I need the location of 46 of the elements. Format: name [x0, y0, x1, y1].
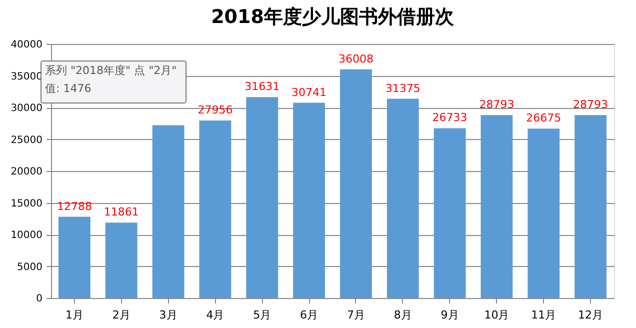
- data-label: 36008: [338, 52, 374, 66]
- bar: [293, 102, 325, 298]
- x-tick-label: 1月: [65, 308, 84, 322]
- bar: [58, 216, 90, 298]
- bar: [574, 115, 606, 298]
- y-tick-label: 10000: [10, 230, 42, 241]
- y-tick-label: 25000: [10, 134, 42, 146]
- x-tick-label: 11月: [531, 308, 556, 322]
- bar: [434, 128, 466, 298]
- data-label: 26733: [432, 111, 468, 124]
- x-tick-label: 4月: [206, 308, 224, 322]
- chart-title: 2018年度少儿图书外借册次: [211, 6, 455, 28]
- bar: [528, 128, 560, 298]
- data-label: 26675: [526, 112, 562, 125]
- bar: [246, 97, 278, 298]
- y-tick-label: 20000: [10, 166, 42, 178]
- data-label: 28793: [573, 98, 608, 112]
- data-label: 12788: [56, 200, 92, 213]
- x-tick-label: 7月: [346, 308, 365, 322]
- bar: [199, 120, 232, 298]
- x-tick-label: 12月: [578, 308, 604, 322]
- annotation: 系列 "2018年度" 点 "2月": [45, 64, 177, 77]
- y-tick-label: 15000: [10, 198, 42, 210]
- x-tick-label: 10月: [484, 308, 510, 322]
- data-label: 28793: [479, 98, 514, 112]
- bar: [340, 69, 372, 298]
- y-tick-label: 40000: [10, 40, 42, 50]
- bar: [480, 115, 513, 298]
- bar: [152, 125, 184, 298]
- y-tick-label: 0: [36, 294, 42, 304]
- data-label: 11861: [104, 206, 139, 219]
- y-tick-label: 5000: [17, 262, 42, 273]
- x-tick-label: 8月: [394, 308, 412, 322]
- x-tick-label: 9月: [440, 308, 459, 322]
- x-tick-label: 6月: [300, 308, 318, 322]
- x-tick-label: 5月: [253, 308, 272, 322]
- data-label: 31631: [244, 80, 280, 94]
- data-label: 27956: [198, 103, 233, 116]
- data-label: 31375: [385, 82, 420, 95]
- y-tick-label: 30000: [10, 103, 42, 114]
- bar: [105, 222, 138, 298]
- bar: [386, 98, 419, 298]
- x-tick-label: 2月: [112, 308, 130, 322]
- data-label: 30741: [292, 86, 327, 99]
- x-tick-label: 3月: [159, 308, 178, 322]
- annotation: 值: 1476: [45, 82, 92, 95]
